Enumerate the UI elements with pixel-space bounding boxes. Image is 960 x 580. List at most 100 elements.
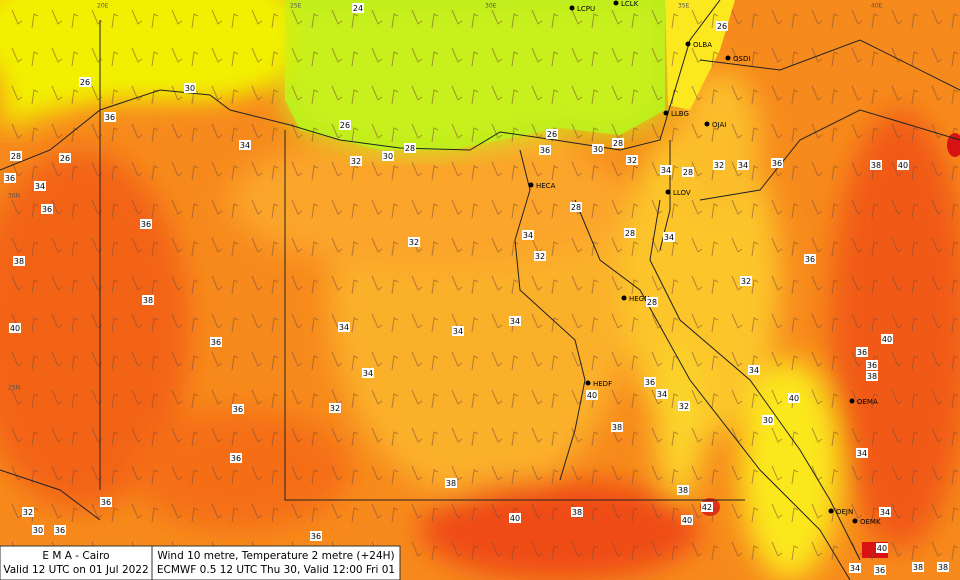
grid-label: 25E	[290, 3, 302, 10]
station-dot	[685, 41, 691, 47]
temperature-label: 40	[877, 544, 887, 553]
temperature-label: 36	[645, 378, 655, 387]
temperature-label: 28	[405, 144, 415, 153]
temperature-box	[41, 204, 53, 214]
temperature-label: 34	[749, 366, 759, 375]
temperature-label: 26	[60, 154, 70, 163]
temperature-label: 28	[11, 152, 21, 161]
station-dot	[569, 5, 575, 11]
temperature-box	[509, 513, 521, 523]
temperature-box	[142, 295, 154, 305]
temperature-box	[866, 360, 878, 370]
temperature-label: 38	[572, 508, 582, 517]
temperature-label: 36	[5, 174, 15, 183]
temperature-label: 26	[340, 121, 350, 130]
grid-label: 35E	[678, 3, 690, 10]
station-label: HECA	[536, 182, 556, 190]
temperature-label: 28	[647, 298, 657, 307]
grid-label: 30E	[485, 3, 497, 10]
footer-valid: Valid 12 UTC on 01 Jul 2022	[3, 564, 148, 576]
temperature-box	[624, 228, 636, 238]
temperature-box	[22, 507, 34, 517]
temperature-box	[452, 326, 464, 336]
temperature-label: 34	[738, 161, 748, 170]
temperature-label: 34	[240, 141, 250, 150]
temperature-label: 34	[850, 564, 860, 573]
station-label: LCPU	[577, 5, 595, 13]
temperature-box	[338, 322, 350, 332]
footer-model: ECMWF 0.5 12 UTC Thu 30, Valid 12:00 Fri…	[157, 564, 395, 576]
temperature-label: 34	[657, 390, 667, 399]
temperature-label: 30	[383, 152, 393, 161]
temperature-label: 38	[678, 486, 688, 495]
temperature-box	[879, 507, 891, 517]
temperature-label: 32	[679, 402, 689, 411]
station-dot	[849, 398, 855, 404]
temperature-box	[737, 160, 749, 170]
temperature-box	[701, 502, 713, 512]
temperature-box	[184, 83, 196, 93]
temperature-label: 34	[880, 508, 890, 517]
temperature-box	[771, 158, 783, 168]
temperature-box	[611, 422, 623, 432]
grid-label: 25N	[8, 385, 20, 392]
temperature-label: 38	[446, 479, 456, 488]
station-label: OLBA	[693, 41, 712, 49]
temperature-box	[716, 21, 728, 31]
temperature-label: 38	[143, 296, 153, 305]
station-dot	[704, 121, 710, 127]
temperature-label: 28	[613, 139, 623, 148]
temperature-label: 32	[351, 157, 361, 166]
grid-label: 20E	[97, 3, 109, 10]
temperature-box	[762, 415, 774, 425]
temperature-box	[232, 404, 244, 414]
station-label: HEGN	[629, 295, 649, 303]
station-label: OEMK	[860, 518, 881, 526]
temperature-box	[10, 151, 22, 161]
temperature-box	[571, 507, 583, 517]
temperature-box	[713, 160, 725, 170]
temperature-box	[881, 334, 893, 344]
temperature-label: 38	[612, 423, 622, 432]
temperature-label: 34	[857, 449, 867, 458]
temperature-box	[100, 497, 112, 507]
temperature-box	[592, 144, 604, 154]
station-label: OEMA	[857, 398, 878, 406]
temperature-box	[748, 365, 760, 375]
temperature-box	[230, 453, 242, 463]
temperature-label: 36	[233, 405, 243, 414]
temperature-box	[329, 403, 341, 413]
grid-label: 40E	[871, 3, 883, 10]
temperature-box	[4, 173, 16, 183]
temperature-label: 38	[913, 563, 923, 572]
temperature-box	[522, 230, 534, 240]
temperature-label: 30	[763, 416, 773, 425]
temperature-box	[678, 401, 690, 411]
temperature-box	[656, 389, 668, 399]
temperature-box	[408, 237, 420, 247]
station-dot	[852, 518, 858, 524]
temperature-label: 36	[42, 205, 52, 214]
temperature-label: 32	[627, 156, 637, 165]
station-dot	[585, 380, 591, 386]
temperature-label: 30	[33, 526, 43, 535]
station-label: LLBG	[671, 110, 689, 118]
footer: E M A - Cairo Valid 12 UTC on 01 Jul 202…	[0, 545, 401, 580]
temperature-label: 36	[55, 526, 65, 535]
station-label: OEJN	[836, 508, 853, 516]
temperature-label: 34	[661, 166, 671, 175]
temperature-label: 34	[664, 233, 674, 242]
temperature-label: 32	[409, 238, 419, 247]
temperature-box	[79, 77, 91, 87]
station-dot	[665, 189, 671, 195]
temperature-label: 38	[938, 563, 948, 572]
temperature-label: 32	[330, 404, 340, 413]
station-dot	[663, 110, 669, 116]
temperature-box	[849, 563, 861, 573]
temperature-box	[382, 151, 394, 161]
temperature-box	[362, 368, 374, 378]
temperature-label: 36	[231, 454, 241, 463]
temperature-label: 40	[682, 516, 692, 525]
temperature-box	[34, 181, 46, 191]
